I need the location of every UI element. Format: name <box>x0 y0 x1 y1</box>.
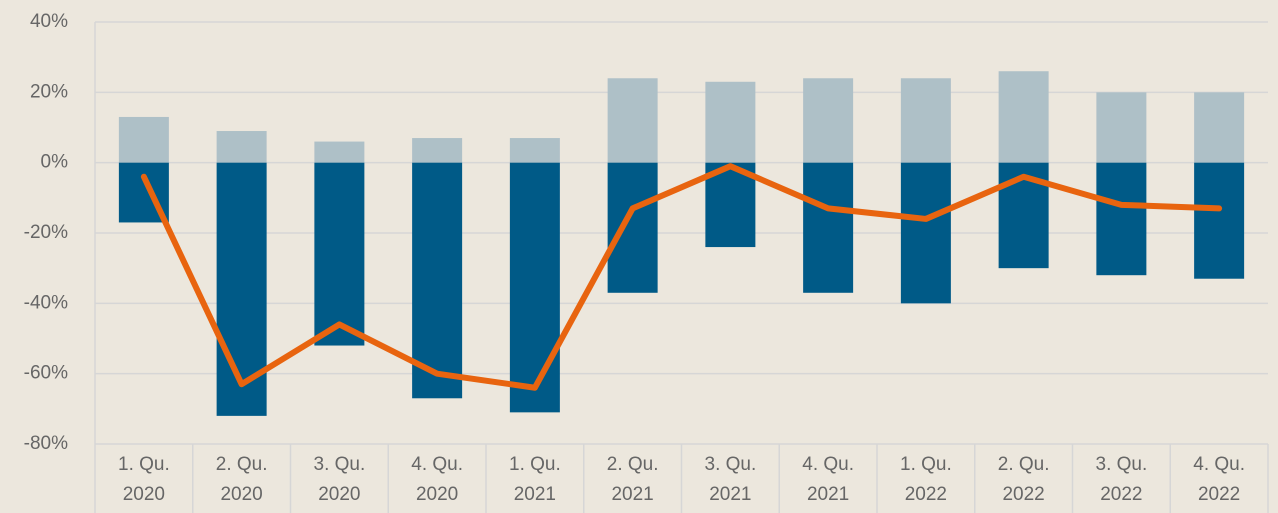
y-tick-label: -40% <box>24 292 68 313</box>
x-tick-label: 3. Qu. 2020 <box>313 454 366 505</box>
x-tick-label: 1. Qu. 2021 <box>509 454 561 505</box>
bar <box>705 162 756 248</box>
x-tick-label: 2. Qu. 2021 <box>606 454 659 505</box>
x-tick-label: 1. Qu. 2022 <box>900 454 952 505</box>
bar <box>1194 92 1245 163</box>
bar <box>900 162 951 304</box>
x-tick-label: 4. Qu. 2020 <box>411 454 463 505</box>
x-tick-label: 2. Qu. 2020 <box>215 454 268 505</box>
x-tick-label: 3. Qu. 2021 <box>704 454 757 505</box>
bar <box>1096 162 1147 276</box>
bar <box>607 162 658 293</box>
bar <box>900 78 951 163</box>
x-tick-label: 4. Qu. 2022 <box>1193 454 1245 505</box>
x-tick-label: 4. Qu. 2021 <box>802 454 854 505</box>
bar <box>509 162 560 413</box>
x-tick-label: 2. Qu. 2022 <box>997 454 1050 505</box>
bar <box>216 131 267 163</box>
bar <box>607 78 658 163</box>
bar <box>412 138 463 163</box>
bar <box>314 141 365 163</box>
bar <box>118 116 169 163</box>
y-tick-label: -60% <box>24 363 68 384</box>
bar <box>705 81 756 163</box>
bar <box>803 162 854 293</box>
y-tick-label: 20% <box>30 81 68 102</box>
y-tick-label: -20% <box>24 222 68 243</box>
bar <box>1096 92 1147 163</box>
y-tick-label: -80% <box>24 433 68 454</box>
x-tick-label: 3. Qu. 2022 <box>1095 454 1148 505</box>
bar <box>998 71 1049 163</box>
bar <box>803 78 854 163</box>
bar <box>1194 162 1245 279</box>
y-tick-label: 40% <box>30 11 68 32</box>
bar <box>509 138 560 163</box>
x-tick-label: 1. Qu. 2020 <box>118 454 170 505</box>
bar <box>314 162 365 346</box>
bar <box>412 162 463 399</box>
y-tick-label: 0% <box>41 152 69 173</box>
line <box>140 163 1223 391</box>
